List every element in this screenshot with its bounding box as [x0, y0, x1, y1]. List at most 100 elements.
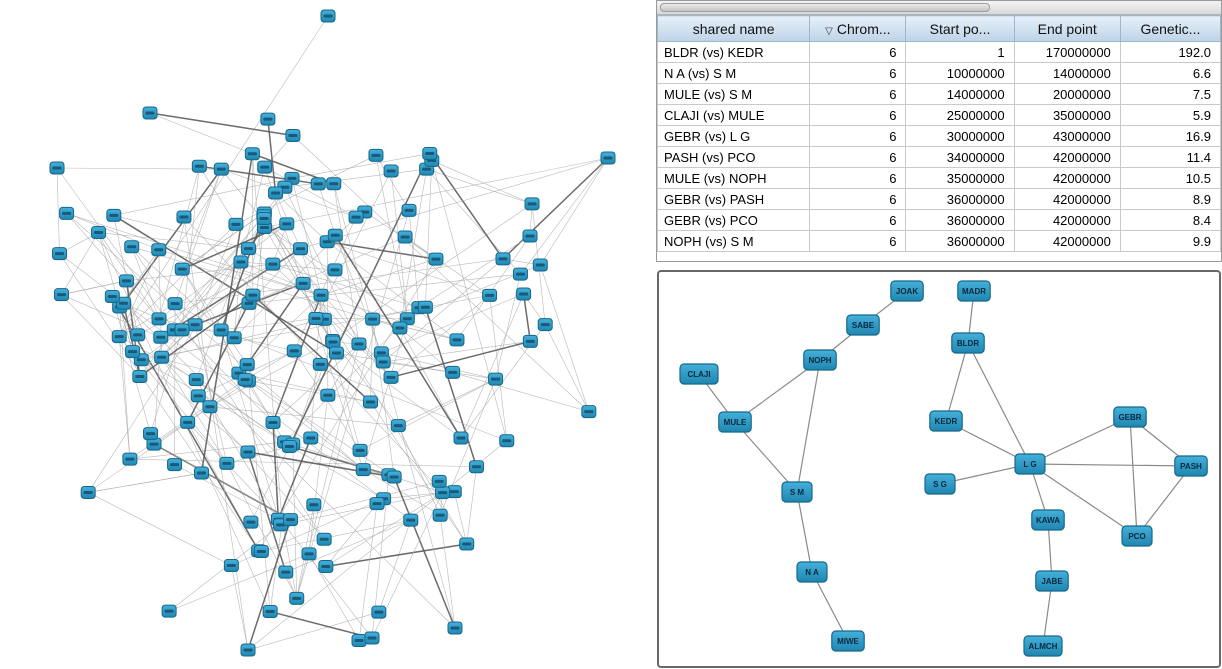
subnetwork-node[interactable]: MIWE: [831, 630, 865, 652]
network-edge[interactable]: [370, 401, 467, 545]
network-edge[interactable]: [520, 157, 609, 275]
network-edge[interactable]: [269, 521, 283, 612]
network-node[interactable]: [532, 258, 548, 272]
cell-shared-name[interactable]: GEBR (vs) PASH: [657, 188, 811, 210]
table-row[interactable]: CLAJI (vs) MULE 6 25000000 35000000 5.9: [657, 104, 1221, 126]
network-edge[interactable]: [334, 234, 462, 439]
network-node[interactable]: [326, 177, 342, 191]
subnetwork-edge[interactable]: [967, 342, 1031, 465]
network-edge[interactable]: [61, 294, 141, 377]
network-edge[interactable]: [233, 218, 265, 338]
cell-value[interactable]: 20000000: [1013, 83, 1121, 105]
cell-value[interactable]: 10.5: [1119, 167, 1221, 189]
cell-value[interactable]: 6.6: [1119, 62, 1221, 84]
network-edge[interactable]: [182, 212, 265, 270]
network-edge[interactable]: [221, 329, 507, 442]
subnetwork-node[interactable]: PCO: [1121, 525, 1153, 547]
network-node[interactable]: [375, 355, 391, 369]
network-node[interactable]: [174, 323, 190, 337]
network-edge[interactable]: [327, 241, 490, 296]
network-node[interactable]: [190, 389, 206, 403]
table-row[interactable]: BLDR (vs) KEDR 6 1 170000000 192.0: [657, 41, 1221, 63]
network-node[interactable]: [363, 395, 379, 409]
network-edge[interactable]: [131, 246, 222, 331]
network-edge[interactable]: [221, 318, 316, 331]
network-edge[interactable]: [272, 422, 280, 520]
main-network-view[interactable]: [0, 0, 655, 669]
column-header[interactable]: End point: [1013, 15, 1121, 42]
network-node[interactable]: [447, 621, 463, 635]
network-node[interactable]: [537, 318, 553, 332]
cell-value[interactable]: 6: [809, 188, 907, 210]
network-node[interactable]: [313, 288, 329, 302]
network-edge[interactable]: [453, 491, 468, 545]
network-edge[interactable]: [246, 295, 322, 365]
network-edge[interactable]: [375, 155, 410, 211]
network-edge[interactable]: [370, 319, 373, 403]
subnetwork-edge[interactable]: [1129, 416, 1138, 537]
network-edge[interactable]: [59, 253, 259, 551]
network-edge[interactable]: [327, 343, 360, 396]
network-node[interactable]: [125, 345, 141, 359]
network-edge[interactable]: [56, 167, 60, 254]
network-edge[interactable]: [112, 296, 151, 434]
network-node[interactable]: [328, 346, 344, 360]
subnetwork-node[interactable]: GEBR: [1113, 406, 1147, 428]
cell-value[interactable]: 34000000: [905, 146, 1015, 168]
network-edge[interactable]: [269, 610, 373, 639]
subnetwork-node[interactable]: MADR: [957, 280, 991, 302]
network-node[interactable]: [303, 431, 319, 445]
network-edge[interactable]: [382, 258, 504, 363]
table-row[interactable]: N A (vs) S M 6 10000000 14000000 6.6: [657, 62, 1221, 84]
network-node[interactable]: [453, 431, 469, 445]
column-header[interactable]: shared name: [657, 15, 811, 42]
cell-value[interactable]: 6: [809, 209, 907, 231]
network-edge[interactable]: [390, 340, 531, 379]
network-edge[interactable]: [119, 303, 176, 337]
subnetwork-node[interactable]: SABE: [846, 314, 880, 336]
network-node[interactable]: [435, 486, 451, 500]
network-edge[interactable]: [181, 268, 285, 443]
subnetwork-view[interactable]: JOAK MADR SABE BLDR NOPH CLAJI GEBR KEDR MULE L G…: [657, 270, 1221, 668]
network-edge[interactable]: [522, 293, 532, 342]
network-node[interactable]: [240, 643, 256, 657]
network-node[interactable]: [285, 128, 301, 142]
network-node[interactable]: [106, 208, 122, 222]
subnetwork-node[interactable]: ALMCH: [1023, 635, 1063, 657]
network-edge[interactable]: [158, 166, 200, 319]
network-edge[interactable]: [383, 361, 496, 380]
network-node[interactable]: [369, 497, 385, 511]
network-node[interactable]: [115, 296, 131, 310]
subnetwork-node[interactable]: PASH: [1174, 455, 1208, 477]
network-node[interactable]: [403, 513, 419, 527]
network-edge[interactable]: [226, 446, 290, 464]
network-node[interactable]: [320, 9, 336, 23]
network-edge[interactable]: [248, 273, 521, 304]
network-node[interactable]: [446, 485, 462, 499]
network-node[interactable]: [151, 312, 167, 326]
network-node[interactable]: [351, 337, 367, 351]
network-node[interactable]: [253, 545, 269, 559]
network-node[interactable]: [397, 230, 413, 244]
network-edge[interactable]: [280, 492, 443, 526]
network-edge[interactable]: [131, 246, 160, 319]
network-edge[interactable]: [460, 293, 524, 439]
subnetwork-edge[interactable]: [945, 342, 969, 422]
network-edge[interactable]: [272, 263, 419, 308]
network-node[interactable]: [401, 203, 417, 217]
network-edge[interactable]: [181, 169, 222, 270]
network-edge[interactable]: [281, 521, 373, 639]
network-node[interactable]: [257, 160, 273, 174]
network-edge[interactable]: [113, 178, 293, 216]
network-node[interactable]: [59, 206, 75, 220]
network-edge[interactable]: [429, 153, 504, 260]
network-node[interactable]: [174, 262, 190, 276]
cell-shared-name[interactable]: PASH (vs) PCO: [657, 146, 811, 168]
cell-shared-name[interactable]: N A (vs) S M: [657, 62, 811, 84]
network-edge[interactable]: [174, 464, 279, 520]
network-node[interactable]: [390, 419, 406, 433]
network-edge[interactable]: [290, 481, 440, 520]
cell-value[interactable]: 36000000: [905, 209, 1015, 231]
cell-shared-name[interactable]: BLDR (vs) KEDR: [657, 41, 811, 63]
cell-value[interactable]: 8.9: [1119, 188, 1221, 210]
